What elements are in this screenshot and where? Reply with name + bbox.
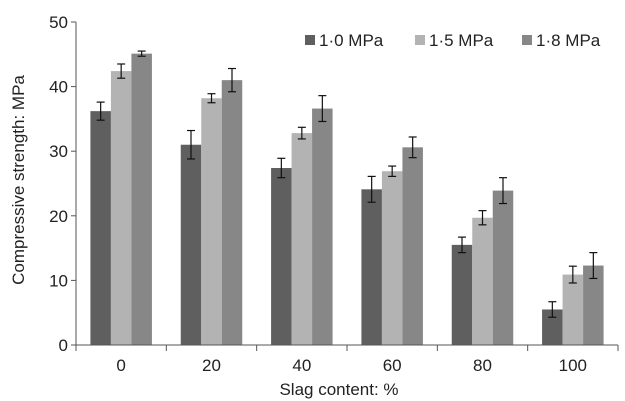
x-tick-label-0: 0 <box>116 356 125 375</box>
x-tick-label-2: 40 <box>292 356 311 375</box>
y-tick-label-5: 50 <box>49 13 68 32</box>
y-axis-title: Compressive strength: MPa <box>9 75 28 285</box>
legend-label-0: 1·0 MPa <box>319 31 384 50</box>
bar-s2-c4 <box>492 190 514 345</box>
legend-label-1: 1·5 MPa <box>429 31 494 50</box>
y-tick-label-1: 10 <box>49 271 68 290</box>
bar-s0-c0 <box>90 111 111 345</box>
bar-s0-c3 <box>361 189 382 345</box>
legend-swatch-1 <box>415 35 425 45</box>
legend-swatch-2 <box>522 35 532 45</box>
y-tick-label-0: 0 <box>59 336 68 355</box>
x-tick-label-4: 80 <box>473 356 492 375</box>
x-tick-label-5: 100 <box>559 356 587 375</box>
x-tick-label-1: 20 <box>202 356 221 375</box>
bar-s2-c3 <box>402 147 423 345</box>
bar-s1-c3 <box>381 171 403 345</box>
x-axis-title: Slag content: % <box>279 380 398 399</box>
bar-s0-c4 <box>451 244 473 345</box>
plot-area <box>90 50 604 346</box>
bar-s0-c1 <box>180 144 202 345</box>
x-axis: 0 20 40 60 80 100 <box>75 344 619 375</box>
x-tick-label-3: 60 <box>383 356 402 375</box>
bar-s0-c2 <box>271 167 292 345</box>
bar-s2-c2 <box>312 108 333 346</box>
bar-s2-c5 <box>583 265 604 345</box>
y-tick-label-3: 30 <box>49 142 68 161</box>
bar-s0-c5 <box>542 309 563 345</box>
legend: 1·0 MPa 1·5 MPa 1·8 MPa <box>305 31 601 50</box>
bar-s1-c0 <box>110 71 132 345</box>
y-tick-label-2: 20 <box>49 207 68 226</box>
legend-swatch-0 <box>305 35 315 45</box>
bar-s1-c2 <box>291 133 313 345</box>
bar-s2-c1 <box>221 80 243 345</box>
y-axis: 0 10 20 30 40 50 <box>49 13 77 355</box>
bar-s1-c5 <box>562 274 584 345</box>
bar-s1-c1 <box>201 98 222 345</box>
bar-s1-c4 <box>472 217 493 345</box>
y-tick-label-4: 40 <box>49 78 68 97</box>
legend-label-2: 1·8 MPa <box>536 31 601 50</box>
bar-s2-c0 <box>131 53 152 346</box>
